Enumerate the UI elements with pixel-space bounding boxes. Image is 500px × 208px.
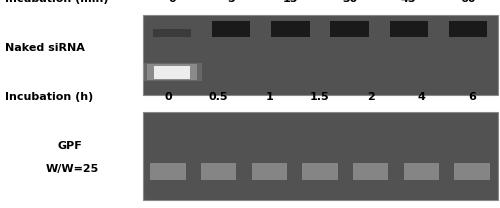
Bar [142,15,498,95]
Text: Incubation (min): Incubation (min) [5,0,108,4]
Text: 60: 60 [460,0,475,4]
Text: Naked siRNA: Naked siRNA [5,43,85,53]
Bar [153,29,192,37]
Bar [454,163,490,181]
Text: 6: 6 [468,92,476,102]
Text: 30: 30 [342,0,357,4]
Text: GPF: GPF [58,141,82,151]
Bar [390,21,428,37]
Bar [154,66,190,79]
Text: 2: 2 [367,92,374,102]
Text: 5: 5 [228,0,235,4]
Bar [150,163,186,181]
Bar [142,112,498,200]
Text: 0.5: 0.5 [209,92,229,102]
Bar [201,163,236,181]
Text: 1: 1 [266,92,273,102]
Bar [212,21,250,37]
Text: W/W=25: W/W=25 [46,164,99,174]
Text: 15: 15 [282,0,298,4]
Bar [448,21,487,37]
Text: 0: 0 [168,0,176,4]
Text: 45: 45 [401,0,416,4]
Text: 4: 4 [418,92,426,102]
Bar [302,163,338,181]
Bar [147,64,198,80]
Bar [404,163,439,181]
Text: Incubation (h): Incubation (h) [5,92,93,102]
Bar [330,21,369,37]
Text: 1.5: 1.5 [310,92,330,102]
Text: 0: 0 [164,92,172,102]
Bar [252,163,287,181]
Bar [353,163,388,181]
Bar [271,21,310,37]
Bar [142,63,203,81]
